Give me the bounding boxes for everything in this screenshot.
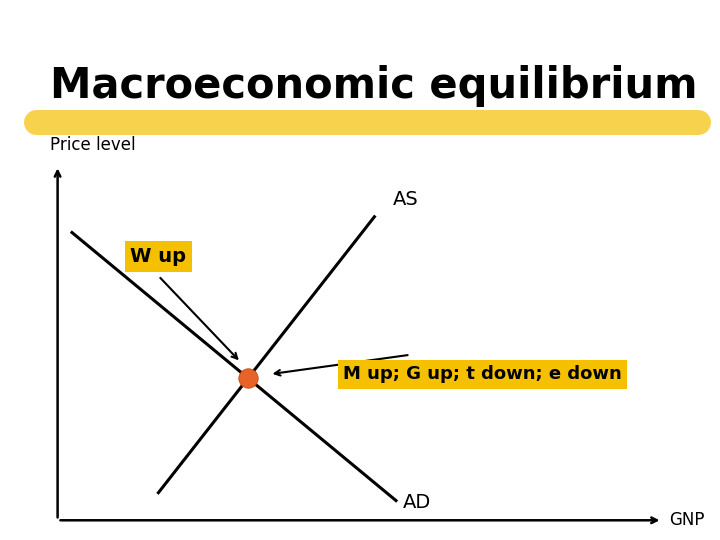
Text: M up; G up; t down; e down: M up; G up; t down; e down (343, 366, 622, 383)
Text: GNP: GNP (670, 511, 705, 529)
Text: AD: AD (403, 492, 431, 512)
Text: Macroeconomic equilibrium: Macroeconomic equilibrium (50, 65, 698, 107)
Text: Price level: Price level (50, 136, 136, 154)
Text: AS: AS (392, 190, 418, 209)
Text: W up: W up (130, 247, 186, 266)
